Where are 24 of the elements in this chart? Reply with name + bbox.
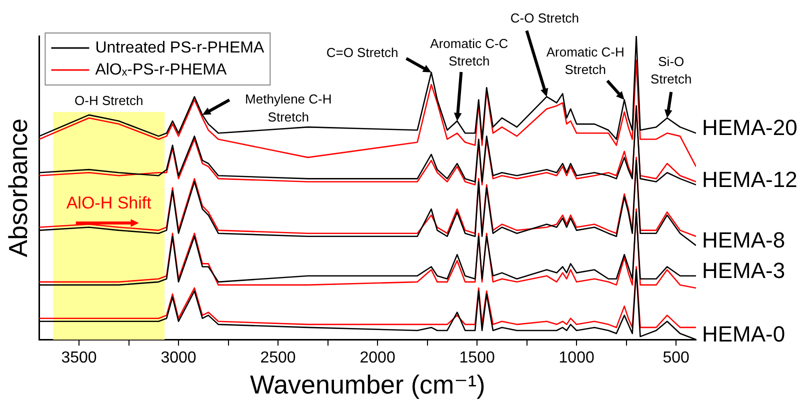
legend-label: AlOₓ-PS-r-PHEMA: [95, 61, 228, 78]
x-tick-label: 2500: [260, 350, 296, 367]
band-label: O-H Stretch: [74, 93, 144, 108]
x-tick-label: 500: [662, 350, 690, 367]
x-tick-label: 1000: [558, 350, 594, 367]
annotation: Aromatic C-H Stretch: [546, 44, 624, 78]
x-tick-label: 1500: [459, 350, 495, 367]
annotation: Methylene C-H Stretch: [245, 92, 332, 124]
text: HEMA-12: [702, 166, 798, 192]
annotation: C=O Stretch: [326, 45, 398, 60]
annotation: Si-O Stretch: [650, 54, 692, 86]
text: HEMA-3: [702, 258, 786, 283]
text: HEMA-8: [702, 228, 786, 253]
x-axis-title: Wavenumber (cm⁻¹): [250, 370, 486, 400]
text: HEMA-20: [702, 115, 798, 140]
legend-label: Untreated PS-r-PHEMA: [95, 39, 264, 56]
x-tick-label: 2000: [360, 350, 396, 367]
annotation: C-O Stretch: [510, 10, 580, 26]
annotation: Aromatic C-C Stretch: [430, 36, 508, 68]
x-tick-label: 3000: [160, 350, 196, 367]
x-tick-label: 3500: [61, 350, 97, 367]
y-axis-title: Absorbance: [2, 118, 33, 258]
annotation: AlO-H Shift: [66, 194, 152, 213]
text: HEMA-0: [702, 322, 786, 347]
